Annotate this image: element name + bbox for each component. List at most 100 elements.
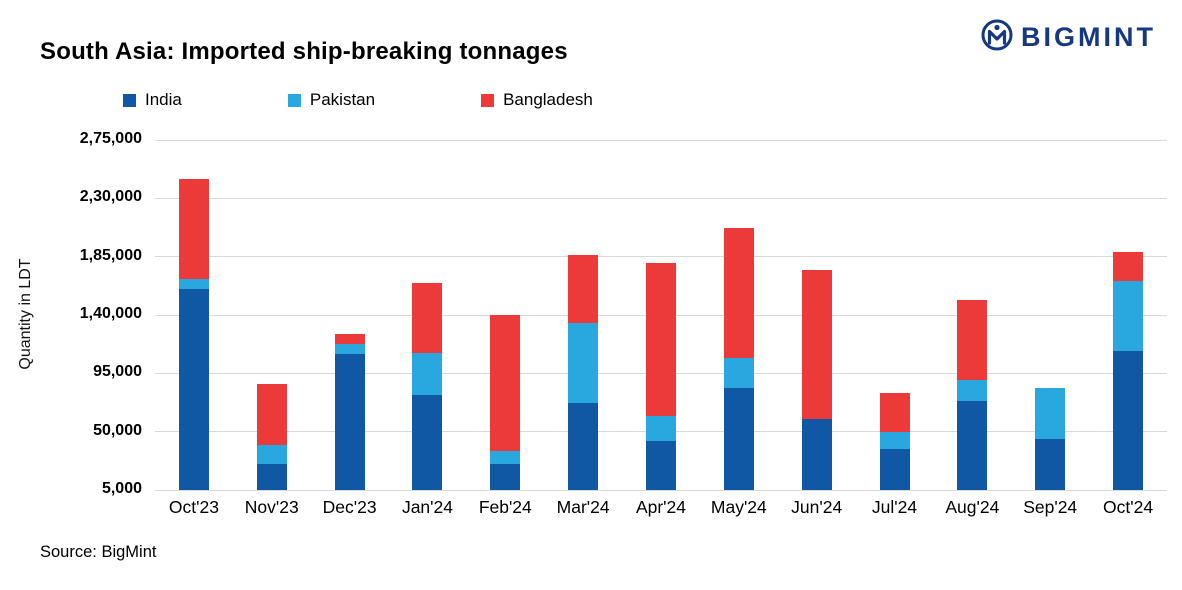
- legend-swatch-bangladesh: [481, 93, 495, 107]
- bar-segment-india: [879, 448, 910, 490]
- y-tick-label: 2,30,000: [79, 188, 142, 206]
- bar-column: [778, 140, 856, 490]
- bar-segment-india: [568, 403, 599, 490]
- x-tick-label: Jan'24: [401, 497, 453, 517]
- bar-column: [933, 140, 1011, 490]
- bar-segment-india: [723, 387, 754, 490]
- bar-segment-pakistan: [1113, 281, 1144, 352]
- bar-segment-bangladesh: [957, 299, 988, 380]
- bar-segment-india: [490, 464, 521, 490]
- stacked-bar: [723, 228, 754, 490]
- bar-segment-pakistan: [645, 416, 676, 441]
- bar-segment-india: [1113, 351, 1144, 490]
- bar-segment-india: [256, 464, 287, 490]
- bar-segment-bangladesh: [412, 282, 443, 353]
- x-tick-label: Feb'24: [478, 497, 532, 517]
- bar-segment-bangladesh: [801, 269, 832, 419]
- bar-segment-india: [178, 289, 209, 490]
- bigmint-logo-text: BIGMINT: [1021, 22, 1156, 52]
- bar-segment-india: [645, 440, 676, 490]
- chart-title: South Asia: Imported ship-breaking tonna…: [40, 38, 568, 65]
- bar-segment-bangladesh: [568, 255, 599, 323]
- stacked-bar: [1035, 387, 1066, 490]
- y-tick-label: 95,000: [93, 363, 142, 381]
- stacked-bar: [1113, 251, 1144, 490]
- bar-segment-pakistan: [1035, 387, 1066, 440]
- bar-column: [856, 140, 934, 490]
- bar-segment-pakistan: [256, 444, 287, 465]
- stacked-bar: [490, 315, 521, 490]
- stacked-bar: [801, 269, 832, 490]
- bar-segment-pakistan: [568, 322, 599, 404]
- bar-column: [155, 140, 233, 490]
- bar-column: [700, 140, 778, 490]
- x-tick-label: Oct'23: [168, 497, 219, 517]
- stacked-bar: [334, 334, 365, 490]
- y-tick-label: 2,75,000: [79, 130, 142, 147]
- x-tick-label: Oct'24: [1103, 497, 1154, 517]
- x-tick-label: Sep'24: [1023, 497, 1078, 517]
- y-tick-label: 50,000: [93, 421, 142, 439]
- y-axis-title: Quantity in LDT: [17, 258, 34, 370]
- x-tick-label: May'24: [710, 497, 767, 517]
- y-tick-label: 1,85,000: [79, 246, 142, 264]
- legend-label: Bangladesh: [503, 90, 593, 109]
- x-tick-label: Aug'24: [945, 497, 1000, 517]
- bar-column: [466, 140, 544, 490]
- stacked-bar: [957, 299, 988, 490]
- x-tick-label: Nov'23: [244, 497, 299, 517]
- stacked-bar: [178, 178, 209, 490]
- legend-item-pakistan: Pakistan: [287, 90, 376, 110]
- bar-segment-pakistan: [490, 451, 521, 465]
- y-tick-label: 5,000: [101, 480, 142, 497]
- gridline: [155, 256, 1167, 258]
- bar-segment-pakistan: [723, 357, 754, 388]
- stacked-bar: [412, 282, 443, 490]
- bar-segment-pakistan: [957, 379, 988, 401]
- bigmint-logo: BIGMINT: [980, 18, 1156, 57]
- gridline: [155, 139, 1167, 141]
- stacked-bar: [256, 383, 287, 490]
- stacked-bar: [879, 392, 910, 490]
- bar-column: [311, 140, 389, 490]
- legend-swatch-pakistan: [287, 93, 301, 107]
- bar-segment-bangladesh: [645, 263, 676, 417]
- bar-segment-bangladesh: [1113, 251, 1144, 282]
- x-tick-label: Apr'24: [635, 497, 686, 517]
- legend-label: India: [145, 90, 182, 109]
- bar-segment-bangladesh: [723, 228, 754, 358]
- bar-segment-pakistan: [334, 343, 365, 354]
- bar-column: [1089, 140, 1167, 490]
- bar-segment-pakistan: [879, 431, 910, 449]
- y-tick-label: 1,40,000: [79, 305, 142, 322]
- stacked-bar: [568, 255, 599, 490]
- plot-area: [155, 139, 1167, 491]
- x-tick-label: Jul'24: [871, 497, 918, 517]
- bar-column: [622, 140, 700, 490]
- bar-segment-pakistan: [412, 352, 443, 396]
- bar-column: [389, 140, 467, 490]
- bar-segment-india: [412, 395, 443, 490]
- x-tick-label: Dec'23: [322, 497, 377, 517]
- bar-segment-bangladesh: [490, 315, 521, 452]
- bar-segment-bangladesh: [334, 334, 365, 344]
- legend-item-india: India: [123, 90, 182, 110]
- bar-segment-india: [801, 418, 832, 490]
- bar-segment-india: [334, 353, 365, 490]
- bar-column: [1011, 140, 1089, 490]
- x-tick-label: Mar'24: [556, 497, 610, 517]
- legend: India Pakistan Bangladesh: [123, 90, 593, 110]
- bar-segment-bangladesh: [256, 383, 287, 445]
- x-tick-label: Jun'24: [791, 497, 843, 517]
- bars-row: [155, 140, 1167, 490]
- legend-item-bangladesh: Bangladesh: [481, 90, 593, 110]
- stacked-bar: [645, 263, 676, 490]
- bar-column: [544, 140, 622, 490]
- bar-segment-india: [957, 400, 988, 490]
- legend-label: Pakistan: [309, 90, 376, 109]
- bar-segment-pakistan: [178, 278, 209, 290]
- source-note: Source: BigMint: [40, 543, 157, 561]
- bar-segment-bangladesh: [879, 392, 910, 432]
- bar-column: [233, 140, 311, 490]
